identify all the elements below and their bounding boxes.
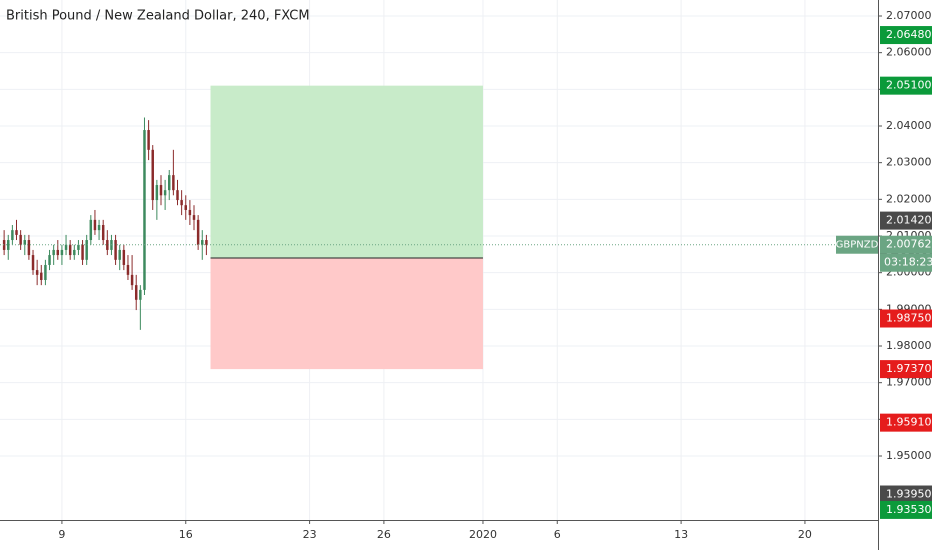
symbol-label: GBPNZD [836,240,879,251]
x-tick-label: 9 [58,528,65,541]
y-tick-label: 2.07000 [886,9,932,22]
price-badge [880,485,932,504]
price-badge-label: 1.93950 [886,488,932,501]
x-tick-label: 26 [377,528,391,541]
candle-body [97,224,101,231]
x-tick-label: 6 [554,528,561,541]
candle-body [85,240,88,260]
candle-body [196,219,200,245]
candle-body [159,185,163,196]
axes: 2.070002.060002.050002.040002.030002.020… [58,9,932,541]
candle-body [122,249,126,265]
candle-body [93,219,97,231]
candle-body [168,175,171,191]
price-badge-label: 2.01420 [886,214,932,227]
countdown-badge [880,253,932,272]
x-tick-label: 13 [674,528,688,541]
loss-zone [210,258,483,370]
x-tick-label: 2020 [469,528,497,541]
candle-body [81,244,84,260]
marks [0,85,878,370]
y-tick-label: 2.04000 [886,119,932,132]
price-badge-label: 1.97370 [886,362,932,375]
candle-body [60,249,64,256]
y-tick-label: 1.97000 [886,376,932,389]
candle-body [139,289,142,300]
y-tick-label: 1.98000 [886,339,932,352]
candle-body [134,285,138,300]
price-badge-label: 2.06480 [886,28,932,41]
chart-title: British Pound / New Zealand Dollar, 240,… [6,9,310,24]
candle-body [205,240,208,245]
price-badge-label: 1.93530 [886,503,932,516]
price-badge-label: 1.98750 [886,312,932,325]
price-badge [880,26,932,45]
current-price-label: 2.00762 [886,238,932,251]
x-tick-label: 16 [179,528,193,541]
candle-body [40,272,43,281]
candle-body [77,244,80,250]
candle-body [48,255,51,265]
candle-body [188,209,192,216]
candle-body [52,249,55,256]
price-badge-label: 2.05100 [886,79,932,92]
price-badge-label: 1.95910 [886,416,932,429]
candle-body [118,249,121,260]
x-tick-label: 20 [798,528,812,541]
candle-body [126,264,130,275]
candle-body [7,240,10,250]
candle-body [176,190,179,201]
symbol-badge [836,235,878,254]
time-axis [0,520,878,550]
candle-body [106,240,109,250]
price-badge [880,309,932,328]
candle-body [64,244,68,250]
candle-body [101,224,105,241]
candle-body [130,274,134,286]
candle-body [15,230,18,235]
profit-zone [210,85,483,259]
candle-body [192,215,196,220]
candle-body [27,240,31,256]
candle-body [19,234,22,245]
candle-body [114,240,117,260]
y-tick-label: 1.95000 [886,449,932,462]
price-badge [880,360,932,379]
candle-body [151,149,154,201]
candle-body [180,200,183,206]
candle-body [201,240,204,245]
candle-body [11,230,14,241]
price-badge [880,413,932,432]
candle-body [68,244,72,256]
price-badge [880,211,932,230]
candle-body [2,240,6,250]
y-tick-label: 2.03000 [886,156,932,169]
y-tick-label: 2.02000 [886,192,932,205]
candle-body [31,255,35,271]
candle-body [73,249,76,256]
countdown-label: 03:18:23 [884,256,932,269]
candle-body [56,249,60,256]
y-tick-label: 2.06000 [886,46,932,59]
candle-body [143,130,146,290]
candle-body [172,175,175,191]
candle-body [44,264,47,281]
price-badge [880,76,932,95]
candle-body [89,219,93,241]
price-badge [880,500,932,519]
candle-body [155,185,159,201]
x-tick-label: 23 [303,528,317,541]
candle-body [23,240,27,245]
candle-body [184,205,187,210]
candle-body [147,130,150,150]
candle-body [35,270,39,275]
candle-body [163,190,167,196]
current-price-badge [880,235,932,254]
